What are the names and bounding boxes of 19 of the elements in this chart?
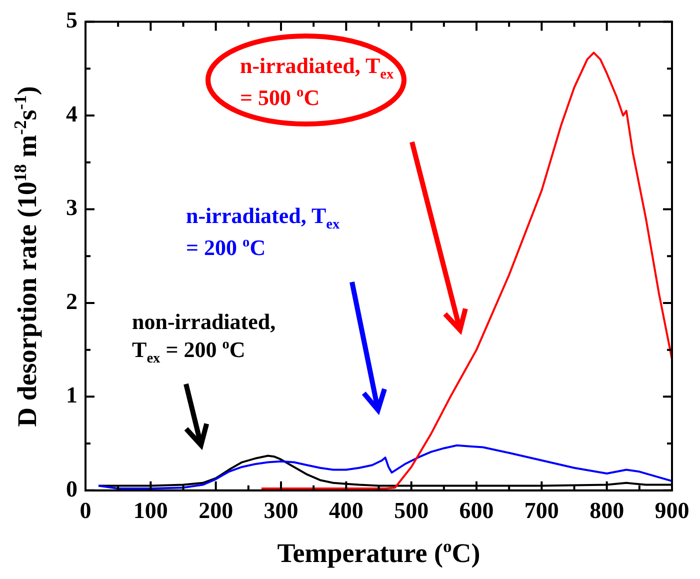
text: non-irradiated, T$_{ex}$ = 200 $^{o}$C <box>132 308 277 368</box>
x-tick-label: 200 <box>198 498 234 524</box>
x-tick-label: 300 <box>264 498 298 524</box>
y-tick-label: 5 <box>66 8 78 33</box>
y-tick-label: 1 <box>66 382 78 408</box>
y-tick-label: 0 <box>66 476 78 502</box>
x-tick-label: 600 <box>459 498 494 524</box>
y-tick-label: 2 <box>66 288 78 314</box>
text: n-irradiated, T$_{ex}$ = 500 $^{o}$C <box>240 53 394 110</box>
x-axis-title: Temperature ($^{o}$C) <box>277 536 480 569</box>
y-tick-label: 3 <box>66 195 78 220</box>
x-tick-label: 800 <box>590 498 624 524</box>
x-tick-label: 900 <box>654 498 690 524</box>
x-tick-label: 400 <box>328 498 364 524</box>
text: n-irradiated, T$_{ex}$ = 200 $^{o}$C <box>186 203 340 260</box>
y-tick-label: 4 <box>66 101 78 126</box>
x-tick-label: 700 <box>524 498 559 524</box>
x-tick-label: 500 <box>394 498 429 524</box>
x-tick-label: 100 <box>133 498 168 524</box>
